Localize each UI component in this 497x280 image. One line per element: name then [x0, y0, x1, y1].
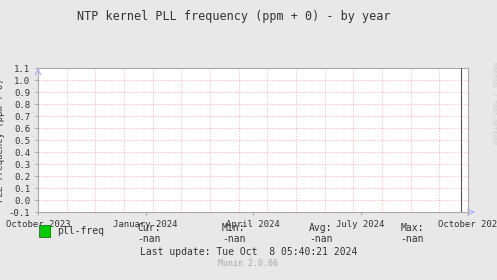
Text: Munin 2.0.66: Munin 2.0.66 — [219, 259, 278, 268]
Text: Max:: Max: — [401, 223, 424, 233]
Text: Avg:: Avg: — [309, 223, 332, 233]
Text: -nan: -nan — [222, 234, 246, 244]
Text: Cur:: Cur: — [137, 223, 161, 233]
Text: Min:: Min: — [222, 223, 246, 233]
Text: -nan: -nan — [137, 234, 161, 244]
Text: -nan: -nan — [309, 234, 332, 244]
Text: RRDTOOL / TOBI OETIKER: RRDTOOL / TOBI OETIKER — [491, 62, 496, 144]
Text: -nan: -nan — [401, 234, 424, 244]
Text: Last update: Tue Oct  8 05:40:21 2024: Last update: Tue Oct 8 05:40:21 2024 — [140, 247, 357, 257]
Text: pll-freq: pll-freq — [58, 226, 104, 236]
Text: NTP kernel PLL frequency (ppm + 0) - by year: NTP kernel PLL frequency (ppm + 0) - by … — [77, 10, 390, 23]
Y-axis label: PLL frequency (ppm + 0): PLL frequency (ppm + 0) — [0, 78, 4, 202]
